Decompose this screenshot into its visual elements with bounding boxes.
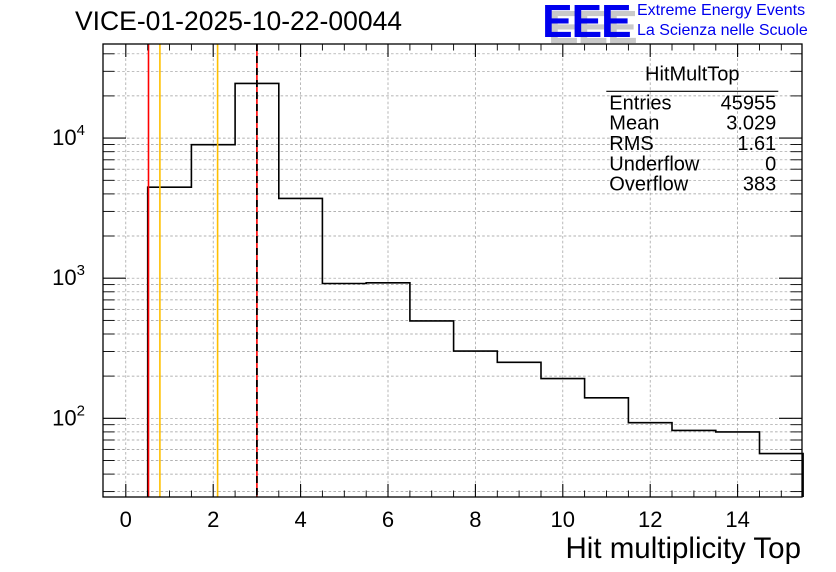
svg-text:VICE-01-2025-10-22-00044: VICE-01-2025-10-22-00044 — [75, 6, 402, 36]
svg-text:La Scienza nelle Scuole: La Scienza nelle Scuole — [637, 22, 808, 39]
svg-text:Underflow: Underflow — [609, 153, 700, 175]
svg-text:2: 2 — [207, 507, 219, 532]
svg-text:1.61: 1.61 — [737, 133, 776, 155]
svg-text:3.029: 3.029 — [726, 113, 776, 135]
svg-text:Overflow: Overflow — [609, 174, 688, 196]
svg-text:12: 12 — [638, 507, 662, 532]
svg-text:0: 0 — [765, 153, 776, 175]
svg-text:E: E — [542, 0, 573, 47]
svg-text:0: 0 — [120, 507, 132, 532]
svg-text:HitMultTop: HitMultTop — [645, 64, 739, 86]
svg-text:Entries: Entries — [609, 92, 671, 114]
svg-text:Mean: Mean — [609, 113, 659, 135]
svg-text:383: 383 — [743, 174, 776, 196]
svg-text:10: 10 — [551, 507, 575, 532]
svg-text:E: E — [601, 0, 632, 47]
svg-text:8: 8 — [469, 507, 481, 532]
svg-text:45955: 45955 — [721, 92, 777, 114]
svg-text:Hit multiplicity Top: Hit multiplicity Top — [565, 532, 801, 565]
svg-text:6: 6 — [382, 507, 394, 532]
svg-text:RMS: RMS — [609, 133, 653, 155]
svg-text:4: 4 — [294, 507, 306, 532]
svg-text:Extreme Energy Events: Extreme Energy Events — [637, 2, 805, 19]
svg-text:E: E — [572, 0, 603, 47]
svg-text:14: 14 — [725, 507, 749, 532]
